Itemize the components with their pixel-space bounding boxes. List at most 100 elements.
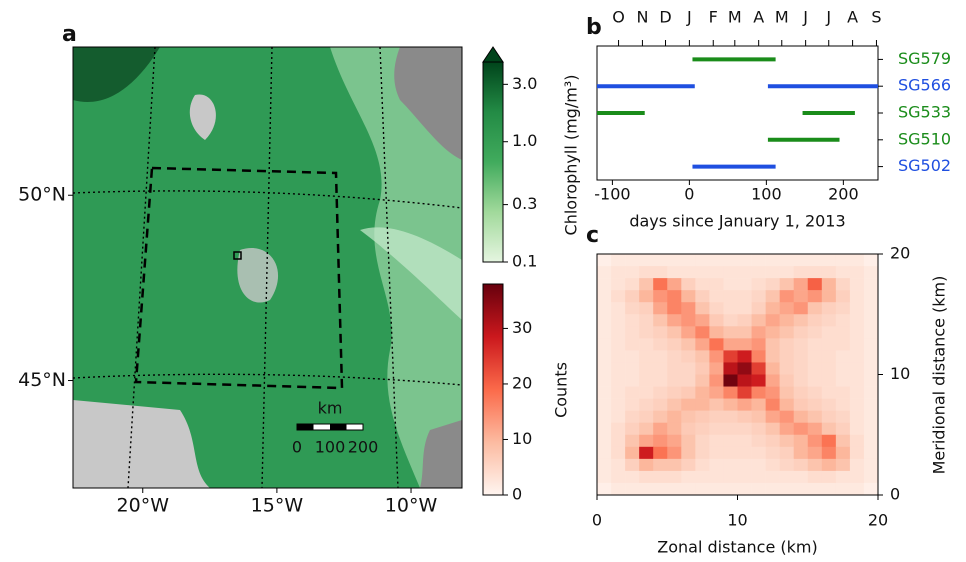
heat-cell: [849, 362, 865, 375]
heat-cell: [611, 374, 626, 387]
heat-cell: [611, 458, 626, 472]
heat-cell: [863, 422, 879, 436]
heat-cell: [807, 338, 823, 351]
heat-cell: [723, 482, 738, 496]
y-tick-label: 20: [890, 244, 910, 263]
heat-cell: [737, 398, 752, 411]
heat-cell: [737, 338, 752, 351]
heat-cell: [709, 338, 724, 351]
heat-cell: [625, 422, 640, 436]
heat-cell: [611, 482, 626, 496]
heat-cell: [835, 410, 851, 423]
heat-cell: [863, 338, 879, 351]
heat-cell: [709, 254, 724, 267]
heat-cell: [737, 254, 752, 267]
legend-label: SG566: [898, 76, 951, 95]
heat-cell: [835, 314, 851, 327]
heat-cell: [807, 302, 823, 315]
heat-cell: [625, 482, 640, 496]
colorbar-tick-label: 0.1: [512, 252, 537, 271]
heat-cell: [793, 338, 809, 351]
heat-cell: [625, 338, 640, 351]
heat-cell: [849, 422, 865, 436]
heat-cell: [835, 434, 851, 448]
heat-cell: [667, 374, 682, 387]
heat-cell: [765, 410, 780, 423]
x-axis-title: Zonal distance (km): [657, 538, 817, 557]
heat-cell: [667, 434, 682, 448]
heat-cell: [821, 338, 837, 351]
heat-cell: [723, 338, 738, 351]
heat-cell: [849, 350, 865, 363]
heat-cell: [849, 314, 865, 327]
heat-cell: [681, 314, 696, 327]
heat-cell: [807, 446, 823, 460]
heat-cell: [779, 470, 794, 484]
heat-cell: [709, 434, 724, 448]
heat-cell: [639, 302, 654, 315]
heat-cell: [751, 410, 766, 423]
heat-cell: [737, 326, 752, 339]
heat-cell: [807, 326, 823, 339]
heat-cell: [681, 362, 696, 375]
heat-cell: [681, 290, 696, 303]
heat-cell: [709, 314, 724, 327]
heat-cell: [695, 482, 710, 496]
heat-cell: [723, 362, 738, 375]
heat-cell: [751, 482, 766, 496]
heat-cell: [793, 470, 809, 484]
heat-cell: [779, 446, 794, 460]
heat-cell: [863, 482, 879, 496]
heat-cell: [681, 374, 696, 387]
heat-cell: [625, 398, 640, 411]
heat-cell: [849, 326, 865, 339]
heat-cell: [709, 266, 724, 279]
heat-cell: [653, 374, 668, 387]
heat-cell: [653, 446, 668, 460]
y-tick-label: 50°N: [18, 184, 66, 206]
heat-cell: [667, 446, 682, 460]
heat-cell: [625, 278, 640, 291]
heat-cell: [597, 278, 612, 291]
heat-cell: [723, 350, 738, 363]
heat-cell: [625, 374, 640, 387]
heat-cell: [653, 482, 668, 496]
heat-cell: [793, 446, 809, 460]
heat-cell: [695, 290, 710, 303]
heat-cell: [835, 422, 851, 436]
heat-cell: [737, 422, 752, 436]
heat-cell: [849, 254, 865, 267]
heat-cell: [779, 434, 794, 448]
heat-cell: [737, 482, 752, 496]
heat-cell: [653, 410, 668, 423]
heat-cell: [625, 314, 640, 327]
heat-cell: [821, 362, 837, 375]
heat-cell: [793, 482, 809, 496]
heat-cell: [807, 362, 823, 375]
heat-cell: [835, 290, 851, 303]
heat-cell: [779, 386, 794, 399]
heat-cell: [681, 338, 696, 351]
heat-cell: [863, 458, 879, 472]
heat-cell: [611, 362, 626, 375]
heat-cell: [835, 470, 851, 484]
heat-cell: [695, 266, 710, 279]
heat-cell: [751, 266, 766, 279]
heat-cell: [625, 254, 640, 267]
colorbar-tick-label: 1.0: [512, 131, 537, 150]
heat-cell: [723, 458, 738, 472]
heat-cell: [779, 338, 794, 351]
heat-cell: [639, 266, 654, 279]
colorbar-extend: [482, 46, 504, 63]
heat-cell: [793, 254, 809, 267]
heat-cell: [863, 470, 879, 484]
heat-cell: [849, 290, 865, 303]
heat-cell: [821, 458, 837, 472]
heat-cell: [597, 266, 612, 279]
heat-cell: [709, 422, 724, 436]
heat-cell: [751, 314, 766, 327]
heat-cell: [695, 254, 710, 267]
heat-cell: [709, 410, 724, 423]
heat-cell: [681, 434, 696, 448]
heat-cell: [793, 422, 809, 436]
